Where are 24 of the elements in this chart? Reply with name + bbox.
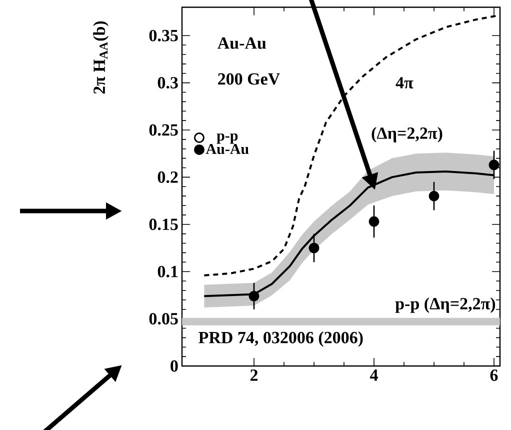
band-label: p-p (Δη=2,2π) [395, 297, 496, 313]
x-tick-label: 6 [490, 370, 498, 381]
y-tick-label: 0.15 [149, 218, 178, 230]
legend-label: p-p [216, 133, 238, 144]
y-tick-label: 0.35 [149, 30, 178, 42]
y-tick-label: 0.25 [149, 124, 178, 136]
annotation: 200 GeV [218, 73, 280, 85]
point [308, 242, 320, 254]
y-tick-label: 0.05 [149, 313, 178, 325]
point [248, 290, 260, 302]
point [428, 190, 440, 202]
y-tick-label: 0.1 [158, 266, 178, 278]
x-tick-label: 2 [250, 370, 258, 381]
y-tick-label: 0.3 [158, 77, 178, 89]
annotation: PRD 74, 032006 (2006) [198, 331, 363, 347]
y-tick-label: 0 [170, 360, 178, 372]
annotation: Au-Au [218, 37, 266, 49]
series-label: 4π [396, 77, 414, 88]
series-label: (Δη=2,2π) [372, 127, 442, 142]
y-tick-label: 0.2 [158, 171, 178, 183]
x-tick-label: 4 [370, 370, 378, 381]
y-axis-title: 2π H$_{AA}$(b) [93, 21, 109, 94]
point [368, 216, 380, 227]
legend-label: Au-Au [206, 144, 249, 154]
